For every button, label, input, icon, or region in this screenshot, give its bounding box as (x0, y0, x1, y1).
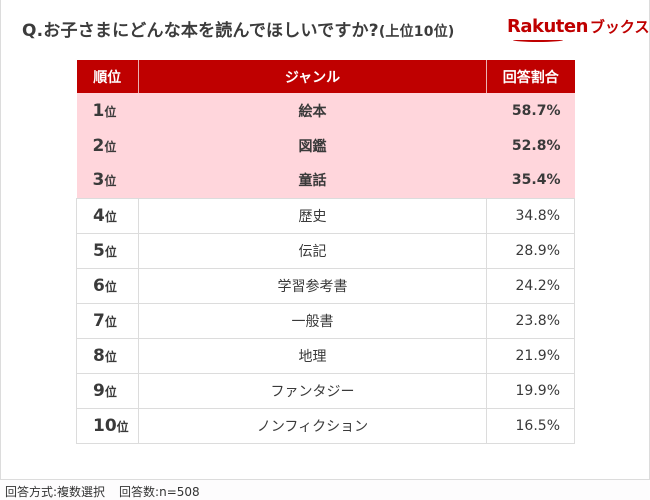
genre-cell: 歴史 (138, 197, 487, 234)
rank-cell: 3位 (76, 163, 139, 198)
logo-swoosh-icon (513, 38, 563, 42)
genre-cell: 図鑑 (138, 128, 487, 163)
header-genre: ジャンル (138, 60, 487, 93)
percent-cell: 23.8% (486, 302, 575, 339)
rank-cell: 9位 (76, 372, 139, 409)
header-rank: 順位 (76, 60, 139, 93)
genre-cell: 絵本 (138, 93, 487, 128)
rank-cell: 4位 (76, 197, 139, 234)
percent-cell: 24.2% (486, 267, 575, 304)
genre-cell: ノンフィクション (138, 407, 487, 444)
table-row: 9位 ファンタジー 19.9% (76, 372, 575, 409)
percent-cell: 16.5% (486, 407, 575, 444)
logo-suffix: ブックス (589, 18, 650, 36)
genre-cell: 学習参考書 (138, 267, 487, 304)
table-row: 10位 ノンフィクション 16.5% (76, 407, 575, 444)
rank-cell: 5位 (76, 232, 139, 269)
percent-cell: 58.7% (486, 93, 575, 128)
table-row: 7位 一般書 23.8% (76, 302, 575, 339)
table-row: 2位 図鑑 52.8% (76, 128, 575, 163)
table-header-row: 順位 ジャンル 回答割合 (76, 60, 575, 93)
percent-cell: 21.9% (486, 337, 575, 374)
genre-cell: 童話 (138, 163, 487, 198)
percent-cell: 52.8% (486, 128, 575, 163)
genre-cell: 伝記 (138, 232, 487, 269)
rank-cell: 10位 (76, 407, 139, 444)
chart-title: Q.お子さまにどんな本を読んでほしいですか?(上位10位) (22, 16, 455, 41)
table-row: 1位 絵本 58.7% (76, 93, 575, 128)
answer-count: 回答数:n=508 (119, 485, 200, 499)
table-row: 8位 地理 21.9% (76, 337, 575, 374)
table-row: 4位 歴史 34.8% (76, 197, 575, 234)
answer-method: 回答方式:複数選択 (5, 485, 106, 499)
table-row: 5位 伝記 28.9% (76, 232, 575, 269)
logo-brand: Rakuten (507, 16, 588, 37)
rank-cell: 7位 (76, 302, 139, 339)
table-row: 3位 童話 35.4% (76, 163, 575, 198)
rank-cell: 1位 (76, 93, 139, 128)
genre-cell: 一般書 (138, 302, 487, 339)
percent-cell: 19.9% (486, 372, 575, 409)
genre-cell: ファンタジー (138, 372, 487, 409)
table-row: 6位 学習参考書 24.2% (76, 267, 575, 304)
rank-cell: 2位 (76, 128, 139, 163)
percent-cell: 34.8% (486, 197, 575, 234)
rank-cell: 6位 (76, 267, 139, 304)
survey-note: 回答方式:複数選択 回答数:n=508 (5, 483, 200, 500)
question-text: Q.お子さまにどんな本を読んでほしいですか? (22, 21, 379, 41)
ranking-table: 順位 ジャンル 回答割合 1位 絵本 58.7% 2位 図鑑 52.8% 3位 童話 35.4%… (76, 60, 575, 444)
rank-cell: 8位 (76, 337, 139, 374)
title-subtitle: (上位10位) (378, 24, 455, 40)
genre-cell: 地理 (138, 337, 487, 374)
rakuten-books-logo: Rakuten ブックス (507, 16, 650, 42)
percent-cell: 28.9% (486, 232, 575, 269)
percent-cell: 35.4% (486, 163, 575, 198)
header-percent: 回答割合 (486, 60, 575, 93)
